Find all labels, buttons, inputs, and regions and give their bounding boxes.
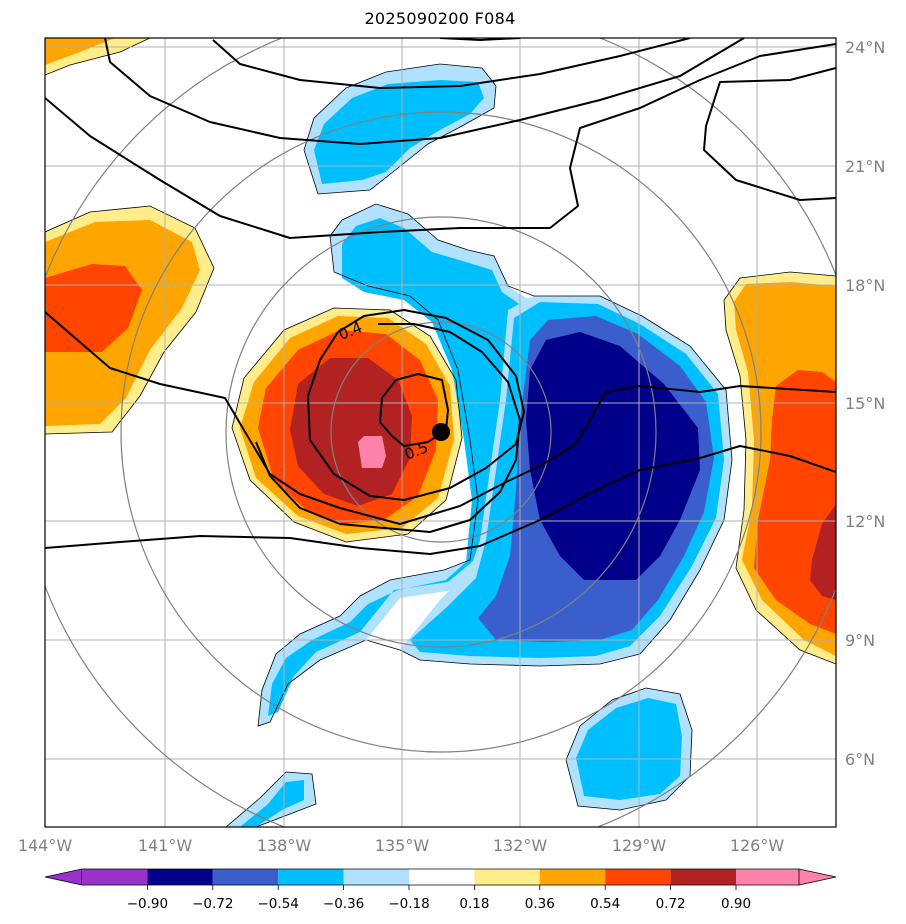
colorbar-tick-label: −0.36 [323, 896, 364, 912]
lat-label: 12°N [845, 512, 885, 531]
lon-label: 126°W [730, 836, 785, 855]
colorbar-extend-high [798, 868, 837, 886]
colorbar-segment [212, 869, 279, 885]
longitude-labels: 144°W 141°W 138°W 135°W 132°W 129°W 126°… [18, 836, 785, 855]
colorbar-segment [82, 869, 148, 885]
shade-center-darkred [290, 358, 412, 506]
shade-north-cyan [314, 80, 484, 184]
latitude-labels: 24°N 21°N 18°N 15°N 12°N 9°N 6°N [845, 38, 885, 769]
lon-label: 138°W [257, 836, 312, 855]
outline-contours [45, 38, 836, 827]
colorbar-tick-label: −0.54 [258, 896, 299, 912]
map-plot-area: 0.4 0.5 [45, 38, 836, 827]
shade-center-pink [358, 436, 386, 468]
range-rings [45, 38, 836, 827]
lon-label: 135°W [375, 836, 430, 855]
shade-band-cyan [268, 218, 550, 716]
map-title: 2025090200 F084 [364, 9, 516, 28]
pressure-contours [45, 38, 836, 555]
colorbar-segment [670, 869, 736, 885]
colorbar-tick-label: 0.90 [721, 896, 751, 912]
colorbar-tick-label: 0.54 [590, 896, 620, 912]
colorbar-tick-label: 0.18 [459, 896, 489, 912]
colorbar-tick-label: −0.90 [127, 896, 168, 912]
lat-label: 18°N [845, 276, 885, 295]
lat-label: 9°N [845, 631, 875, 650]
colorbar-extend-low [44, 868, 83, 886]
storm-center-marker [432, 423, 450, 441]
lon-label: 129°W [612, 836, 667, 855]
lon-label: 141°W [138, 836, 193, 855]
lon-label: 132°W [493, 836, 548, 855]
lat-label: 6°N [845, 750, 875, 769]
colorbar-segment [605, 869, 671, 885]
colorbar-tick-label: −0.72 [192, 896, 233, 912]
colorbar-segment [278, 869, 344, 885]
shade-corner-orange [45, 38, 115, 65]
colorbar-ticks [146, 885, 737, 890]
colorbar-segment [474, 869, 540, 885]
shade-south-cyan [576, 698, 682, 800]
colorbar-segment [147, 869, 213, 885]
colorbar-tick-label: −0.18 [388, 896, 429, 912]
colorbar-segment [409, 869, 475, 885]
colorbar-segment [736, 869, 799, 885]
lat-label: 15°N [845, 394, 885, 413]
colorbar-segment [343, 869, 409, 885]
map-frame [44, 37, 837, 828]
colorbar-tick-label: 0.36 [525, 896, 555, 912]
shaded-field [45, 38, 836, 827]
lon-label: 144°W [18, 836, 73, 855]
graticule [45, 38, 836, 827]
lat-label: 21°N [845, 157, 885, 176]
lat-label: 24°N [845, 38, 885, 57]
colorbar-tick-label: 0.72 [656, 896, 686, 912]
shade-left-red [45, 264, 142, 352]
shade-east-navy [526, 332, 700, 580]
colorbar: −0.90 −0.72 −0.54 −0.36 −0.18 0.18 0.36 … [44, 868, 837, 912]
colorbar-segment [539, 869, 606, 885]
shade-right-darkred [810, 504, 836, 600]
